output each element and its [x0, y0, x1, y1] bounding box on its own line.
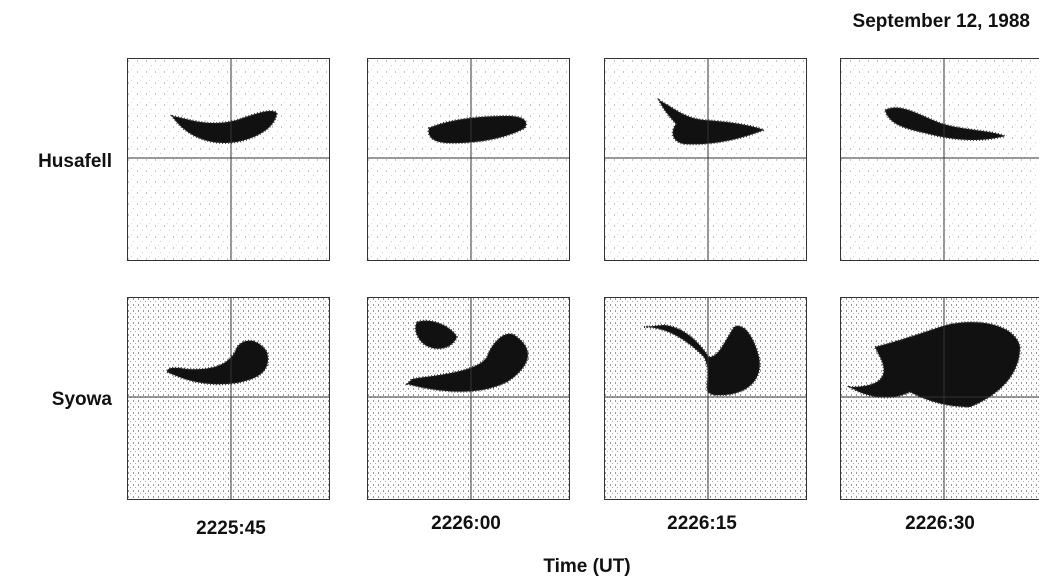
aurora	[846, 321, 1022, 409]
time-label: 2226:30	[905, 513, 975, 534]
noise	[605, 298, 806, 499]
row-label: Syowa	[52, 389, 113, 410]
aurora	[169, 110, 279, 144]
image-panel	[367, 297, 570, 500]
time-label: 2225:45	[196, 518, 266, 539]
image-panel	[840, 297, 1039, 500]
aurora	[643, 323, 761, 397]
image-panel	[127, 58, 330, 261]
aurora	[427, 114, 527, 145]
noise	[605, 59, 806, 260]
panels	[127, 58, 1039, 500]
noise	[128, 59, 329, 260]
time-label: 2226:00	[431, 513, 501, 534]
aurora	[405, 319, 529, 393]
aurora	[657, 97, 767, 146]
image-panel	[604, 297, 807, 500]
date: September 12, 1988	[853, 11, 1030, 32]
noise	[368, 59, 569, 260]
row-label: Husafell	[38, 151, 112, 172]
noise	[368, 298, 569, 499]
image-panel	[127, 297, 330, 500]
time-label: 2226:15	[667, 513, 737, 534]
noise	[128, 298, 329, 499]
axis-label: Time (UT)	[543, 556, 630, 577]
image-panel	[367, 58, 570, 261]
noise	[841, 59, 1039, 260]
aurora	[883, 106, 1009, 141]
aurora	[165, 339, 269, 386]
image-panel	[604, 58, 807, 261]
image-panel	[840, 58, 1039, 261]
